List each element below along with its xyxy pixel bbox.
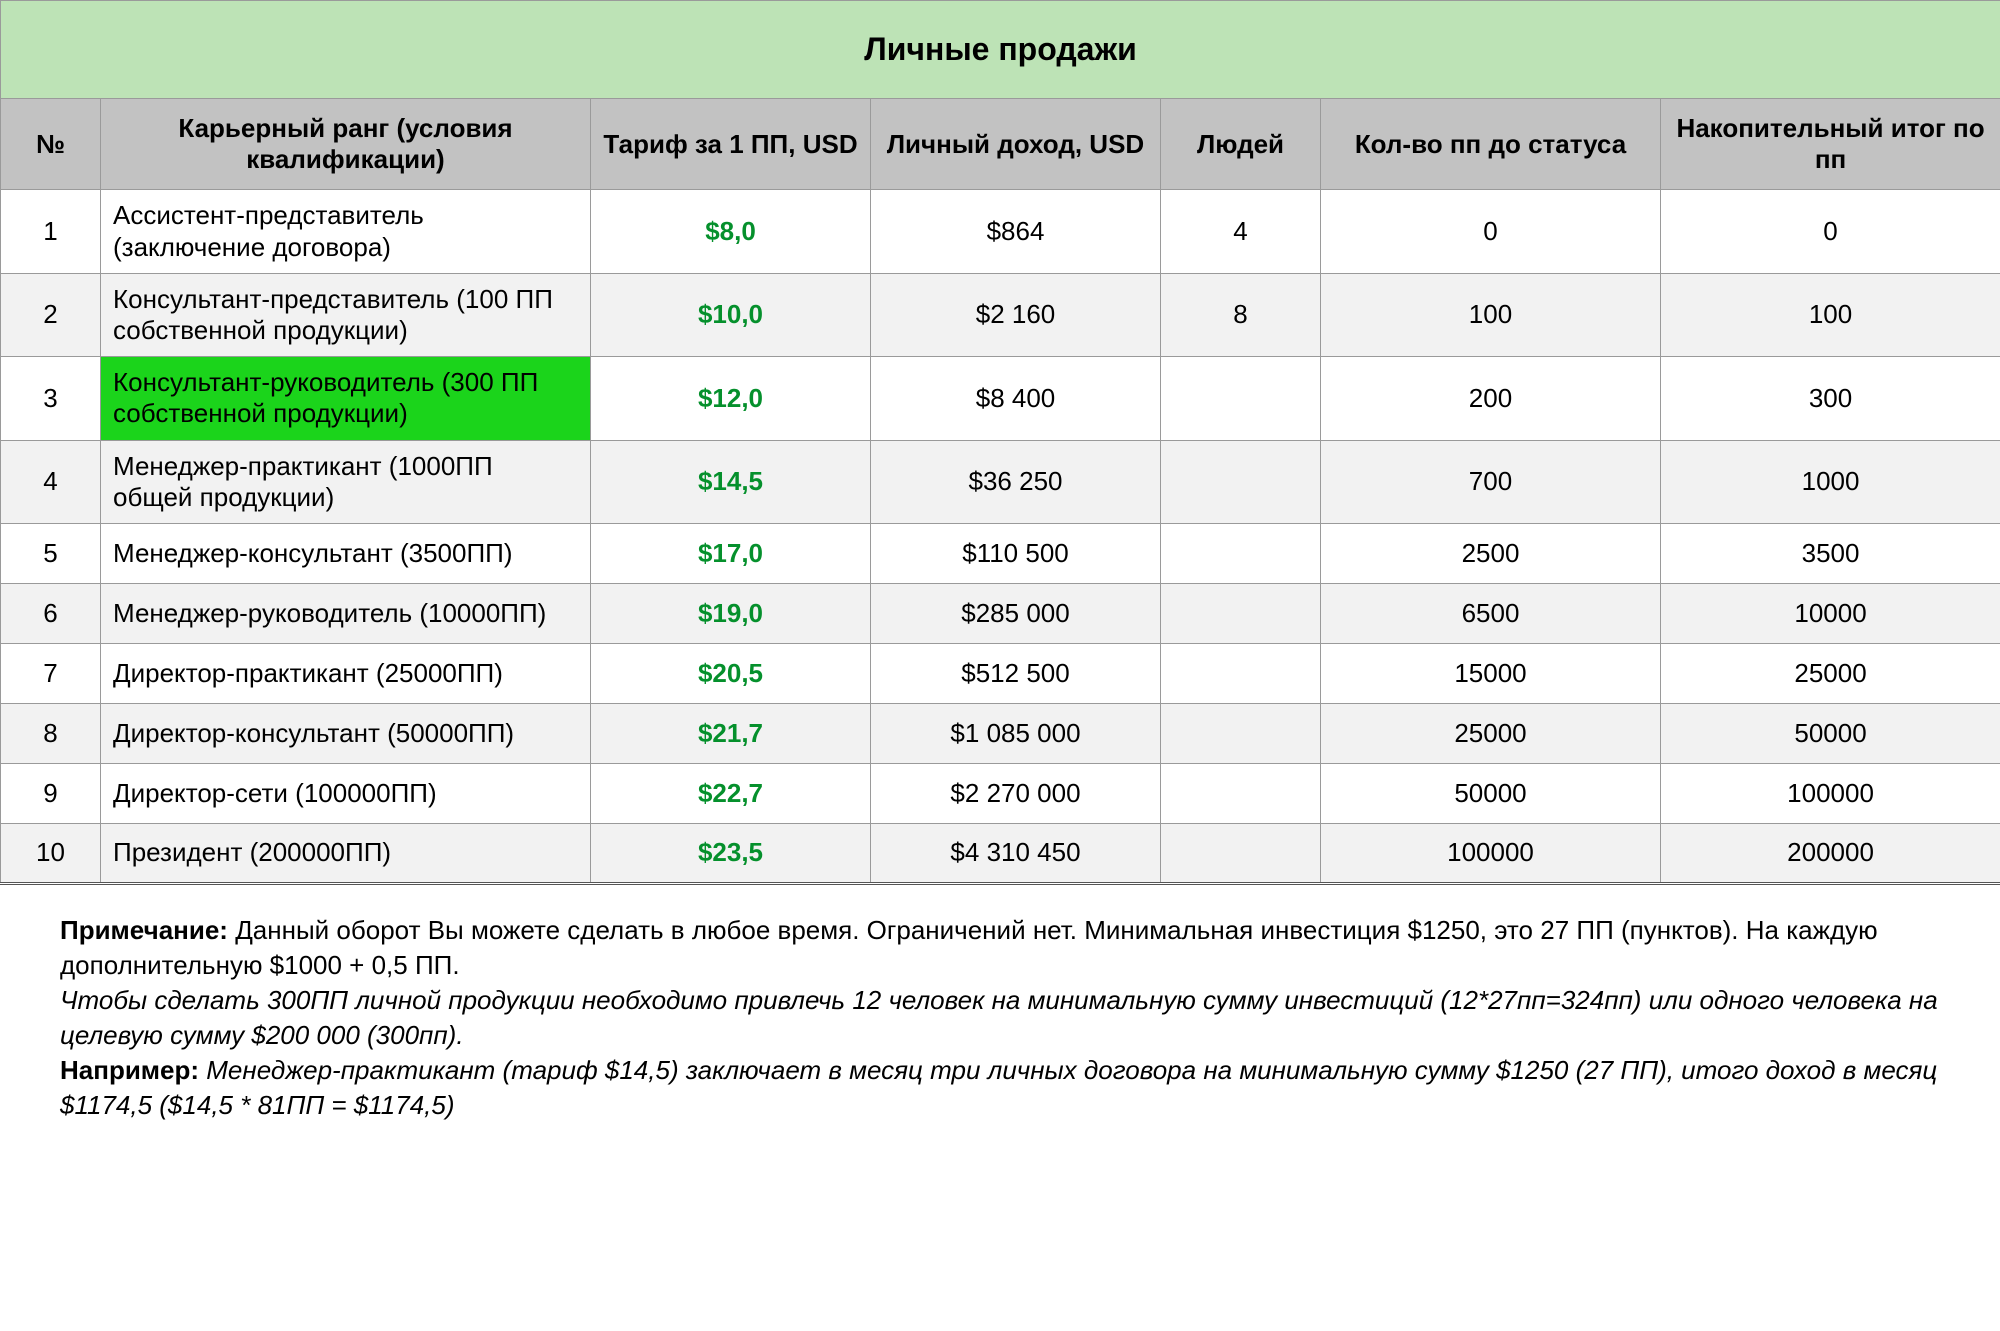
cell-tariff: $10,0 bbox=[591, 273, 871, 356]
table-row: 2Консультант-представитель (100 ПП собст… bbox=[1, 273, 2000, 356]
cell-cum_pp: 300 bbox=[1661, 357, 2000, 440]
cell-income: $8 400 bbox=[871, 357, 1161, 440]
cell-income: $285 000 bbox=[871, 583, 1161, 643]
col-header-0: № bbox=[1, 99, 101, 190]
col-header-4: Людей bbox=[1161, 99, 1321, 190]
cell-people bbox=[1161, 823, 1321, 883]
note-text-1: Данный оборот Вы можете сделать в любое … bbox=[60, 915, 1878, 980]
cell-num: 6 bbox=[1, 583, 101, 643]
cell-rank: Президент (200000ПП) bbox=[101, 823, 591, 883]
cell-cum_pp: 3500 bbox=[1661, 523, 2000, 583]
table-row: 10Президент (200000ПП)$23,5$4 310 450 100… bbox=[1, 823, 2000, 883]
cell-tariff: $12,0 bbox=[591, 357, 871, 440]
note-label-2: Например: bbox=[60, 1055, 199, 1085]
cell-people bbox=[1161, 703, 1321, 763]
table-row: 3Консультант-руководитель (300 ПП собств… bbox=[1, 357, 2000, 440]
table-row: 7Директор-практикант (25000ПП)$20,5$512 … bbox=[1, 643, 2000, 703]
sales-table: Личные продажи №Карьерный ранг (условия … bbox=[0, 0, 2000, 885]
cell-pp_to_status: 0 bbox=[1321, 190, 1661, 273]
header-row: №Карьерный ранг (условия квалификации)Та… bbox=[1, 99, 2000, 190]
table-row: 6Менеджер-руководитель (10000ПП)$19,0$28… bbox=[1, 583, 2000, 643]
cell-pp_to_status: 15000 bbox=[1321, 643, 1661, 703]
note-italic-1: Чтобы сделать 300ПП личной продукции нео… bbox=[60, 985, 1938, 1050]
cell-cum_pp: 100 bbox=[1661, 273, 2000, 356]
cell-people: 4 bbox=[1161, 190, 1321, 273]
cell-tariff: $22,7 bbox=[591, 763, 871, 823]
cell-num: 7 bbox=[1, 643, 101, 703]
table-row: 9Директор-сети (100000ПП)$22,7$2 270 000… bbox=[1, 763, 2000, 823]
cell-cum_pp: 10000 bbox=[1661, 583, 2000, 643]
cell-cum_pp: 50000 bbox=[1661, 703, 2000, 763]
cell-rank: Директор-сети (100000ПП) bbox=[101, 763, 591, 823]
note-label-1: Примечание: bbox=[60, 915, 228, 945]
cell-num: 1 bbox=[1, 190, 101, 273]
cell-income: $2 160 bbox=[871, 273, 1161, 356]
cell-tariff: $8,0 bbox=[591, 190, 871, 273]
notes-block: Примечание: Данный оборот Вы можете сдел… bbox=[0, 885, 2000, 1144]
cell-people bbox=[1161, 523, 1321, 583]
cell-cum_pp: 1000 bbox=[1661, 440, 2000, 523]
cell-num: 9 bbox=[1, 763, 101, 823]
cell-income: $4 310 450 bbox=[871, 823, 1161, 883]
cell-pp_to_status: 100000 bbox=[1321, 823, 1661, 883]
cell-people bbox=[1161, 643, 1321, 703]
cell-num: 3 bbox=[1, 357, 101, 440]
cell-cum_pp: 0 bbox=[1661, 190, 2000, 273]
table-title: Личные продажи bbox=[1, 1, 2000, 99]
table-row: 4Менеджер-практикант (1000ПП общей проду… bbox=[1, 440, 2000, 523]
cell-pp_to_status: 50000 bbox=[1321, 763, 1661, 823]
cell-num: 4 bbox=[1, 440, 101, 523]
cell-rank: Ассистент-представитель (заключение дого… bbox=[101, 190, 591, 273]
page-wrap: Личные продажи №Карьерный ранг (условия … bbox=[0, 0, 2000, 1143]
cell-tariff: $20,5 bbox=[591, 643, 871, 703]
cell-pp_to_status: 6500 bbox=[1321, 583, 1661, 643]
cell-pp_to_status: 25000 bbox=[1321, 703, 1661, 763]
cell-pp_to_status: 700 bbox=[1321, 440, 1661, 523]
table-row: 1Ассистент-представитель (заключение дог… bbox=[1, 190, 2000, 273]
cell-income: $2 270 000 bbox=[871, 763, 1161, 823]
cell-income: $864 bbox=[871, 190, 1161, 273]
cell-people bbox=[1161, 583, 1321, 643]
cell-cum_pp: 100000 bbox=[1661, 763, 2000, 823]
cell-income: $1 085 000 bbox=[871, 703, 1161, 763]
cell-num: 10 bbox=[1, 823, 101, 883]
col-header-2: Тариф за 1 ПП, USD bbox=[591, 99, 871, 190]
cell-pp_to_status: 200 bbox=[1321, 357, 1661, 440]
title-row: Личные продажи bbox=[1, 1, 2000, 99]
cell-income: $512 500 bbox=[871, 643, 1161, 703]
cell-people bbox=[1161, 440, 1321, 523]
cell-tariff: $21,7 bbox=[591, 703, 871, 763]
cell-num: 2 bbox=[1, 273, 101, 356]
cell-people bbox=[1161, 357, 1321, 440]
cell-rank: Менеджер-практикант (1000ПП общей продук… bbox=[101, 440, 591, 523]
table-row: 5Менеджер-консультант (3500ПП)$17,0$110 … bbox=[1, 523, 2000, 583]
cell-num: 8 bbox=[1, 703, 101, 763]
cell-cum_pp: 200000 bbox=[1661, 823, 2000, 883]
cell-tariff: $19,0 bbox=[591, 583, 871, 643]
col-header-3: Личный доход, USD bbox=[871, 99, 1161, 190]
cell-rank: Директор-консультант (50000ПП) bbox=[101, 703, 591, 763]
cell-income: $110 500 bbox=[871, 523, 1161, 583]
cell-people bbox=[1161, 763, 1321, 823]
cell-tariff: $23,5 bbox=[591, 823, 871, 883]
col-header-5: Кол-во пп до статуса bbox=[1321, 99, 1661, 190]
cell-pp_to_status: 100 bbox=[1321, 273, 1661, 356]
cell-people: 8 bbox=[1161, 273, 1321, 356]
table-row: 8Директор-консультант (50000ПП)$21,7$1 0… bbox=[1, 703, 2000, 763]
cell-rank: Менеджер-руководитель (10000ПП) bbox=[101, 583, 591, 643]
col-header-6: Накопительный итог по пп bbox=[1661, 99, 2000, 190]
cell-num: 5 bbox=[1, 523, 101, 583]
cell-pp_to_status: 2500 bbox=[1321, 523, 1661, 583]
cell-rank: Менеджер-консультант (3500ПП) bbox=[101, 523, 591, 583]
cell-rank: Директор-практикант (25000ПП) bbox=[101, 643, 591, 703]
cell-rank: Консультант-представитель (100 ПП собств… bbox=[101, 273, 591, 356]
cell-income: $36 250 bbox=[871, 440, 1161, 523]
cell-tariff: $17,0 bbox=[591, 523, 871, 583]
note-italic-2: Менеджер-практикант (тариф $14,5) заключ… bbox=[60, 1055, 1937, 1120]
cell-cum_pp: 25000 bbox=[1661, 643, 2000, 703]
col-header-1: Карьерный ранг (условия квалификации) bbox=[101, 99, 591, 190]
cell-tariff: $14,5 bbox=[591, 440, 871, 523]
cell-rank: Консультант-руководитель (300 ПП собстве… bbox=[101, 357, 591, 440]
